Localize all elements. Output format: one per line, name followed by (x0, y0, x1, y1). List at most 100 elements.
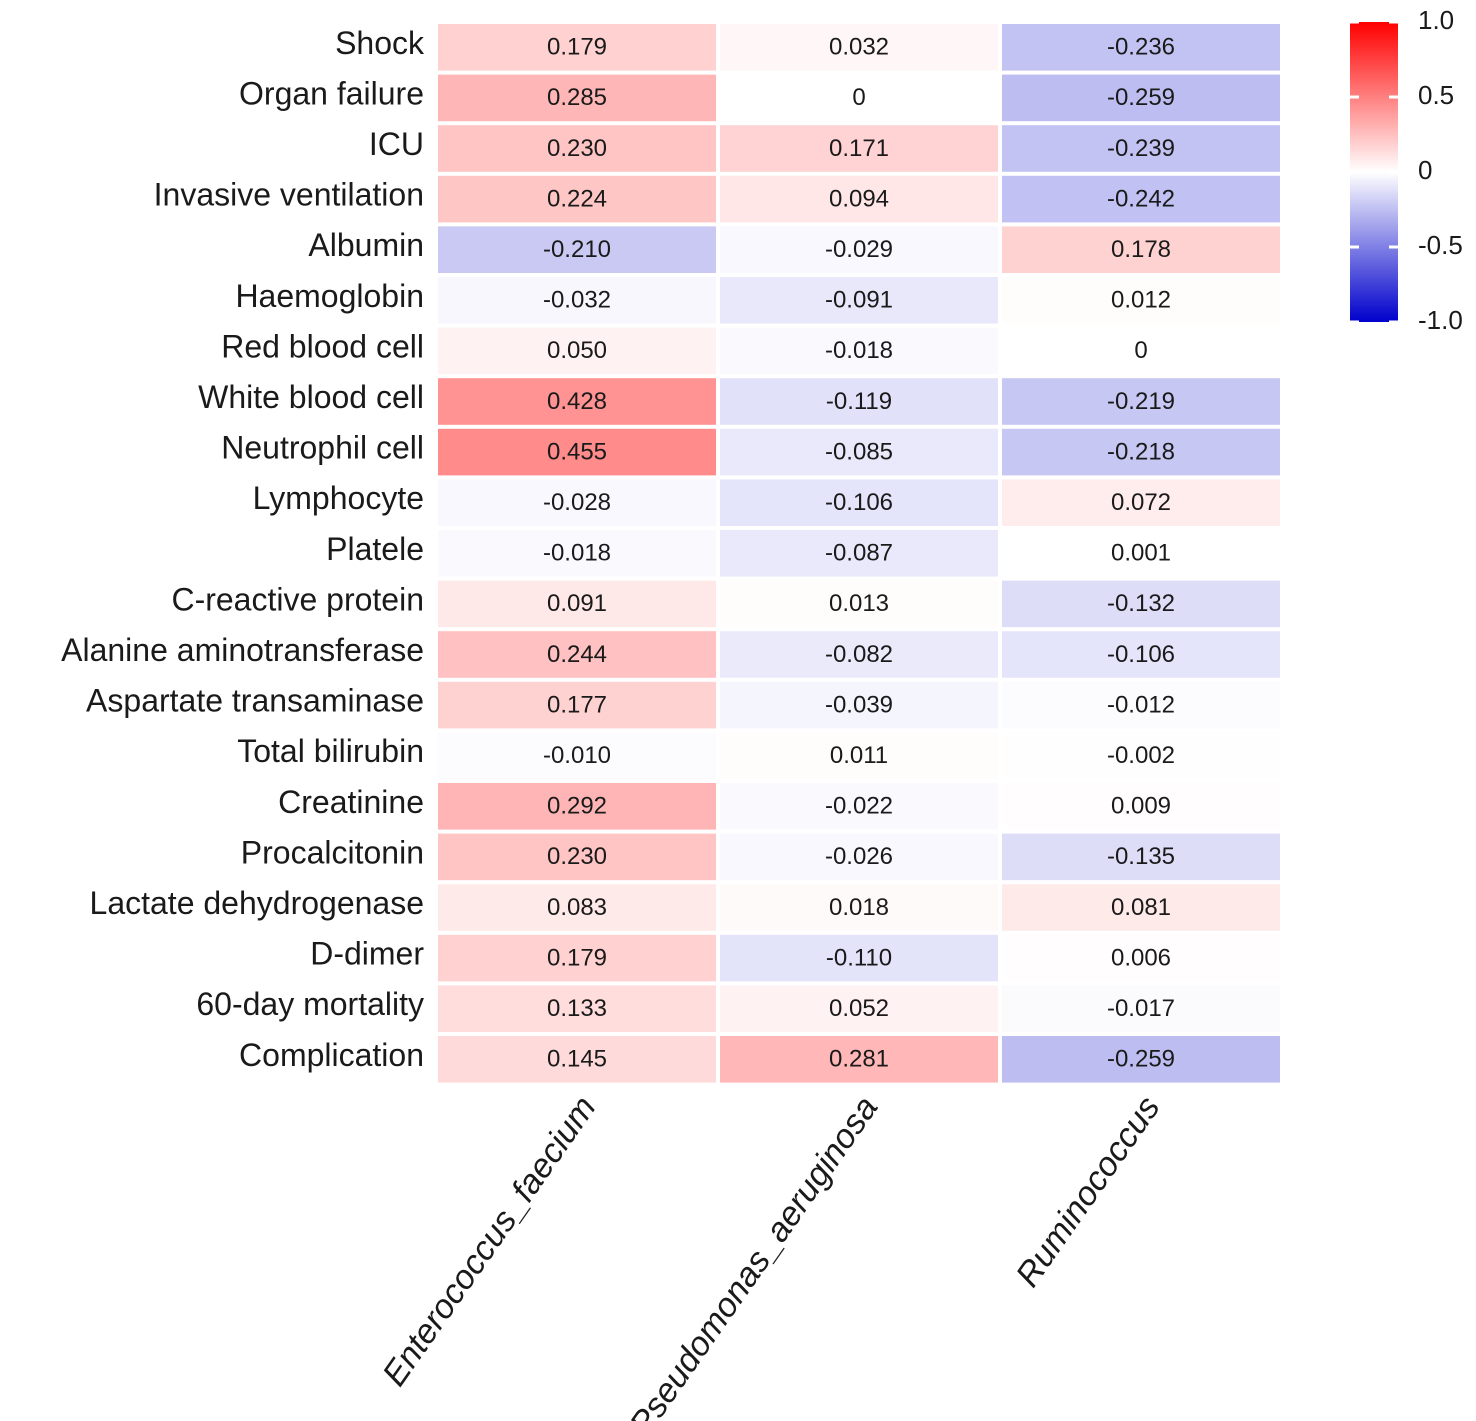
row-labels: Shock Organ failure ICU Invasive ventilatio… (61, 25, 425, 1073)
row-label: Creatinine (278, 784, 424, 820)
heatmap-cell (720, 985, 998, 1032)
cell-value-label: -0.028 (543, 489, 611, 516)
heatmap-cell (720, 277, 998, 324)
heatmap-cell (438, 631, 716, 678)
cell-value-label: 0.145 (547, 1046, 607, 1073)
heatmap-cell (1002, 1036, 1280, 1083)
heatmap-cell (1002, 479, 1280, 526)
heatmap-cell (720, 1036, 998, 1083)
heatmap-cell (720, 530, 998, 577)
row-label: Albumin (308, 227, 424, 263)
cell-value-label: -0.218 (1107, 438, 1175, 465)
heatmap-cell (1002, 884, 1280, 931)
heatmap-cell (1002, 783, 1280, 830)
heatmap-cell (720, 732, 998, 779)
cell-value-label: -0.132 (1107, 590, 1175, 617)
cell-value-label: -0.018 (825, 337, 893, 364)
row-label: Haemoglobin (235, 278, 424, 314)
cell-value-label: 0.179 (547, 34, 607, 61)
row-label: Neutrophil cell (221, 430, 424, 466)
cell-value-label: -0.242 (1107, 185, 1175, 212)
row-label: Complication (239, 1037, 424, 1073)
heatmap-cell (720, 681, 998, 729)
heatmap-cell (438, 24, 716, 71)
cell-value-label: 0.292 (547, 793, 607, 820)
cell-value-label: -0.029 (825, 236, 893, 263)
row-label: Organ failure (239, 75, 424, 111)
cell-value-label: -0.012 (1107, 691, 1175, 718)
cell-value-label: 0.091 (547, 590, 607, 617)
cell-value-label: 0.081 (1111, 894, 1171, 921)
cell-value-label: 0 (1134, 337, 1147, 364)
heatmap-cell (438, 74, 716, 122)
cell-value-label: -0.010 (543, 742, 611, 769)
legend-tick-label: -1.0 (1418, 305, 1463, 335)
column-label: Ruminococcus (1009, 1089, 1168, 1293)
heatmap-cell (438, 732, 716, 779)
cell-value-label: -0.219 (1107, 388, 1175, 415)
cell-value-label: 0.009 (1111, 793, 1171, 820)
heatmap-cell (1002, 530, 1280, 577)
cell-value-label: 0.012 (1111, 287, 1171, 314)
cell-value-label: -0.210 (543, 236, 611, 263)
heatmap-cell (720, 24, 998, 71)
row-label: D-dimer (310, 936, 424, 972)
heatmap-cell (1002, 732, 1280, 779)
cell-value-label: 0.281 (829, 1046, 889, 1073)
cell-value-label: -0.032 (543, 287, 611, 314)
row-label: Aspartate transaminase (86, 683, 424, 719)
cell-value-label: -0.017 (1107, 995, 1175, 1022)
heatmap-cell (438, 479, 716, 526)
column-label: Enterococcus_faecium (375, 1089, 603, 1393)
column-label: Pseudomonas_aeruginosa (622, 1089, 885, 1421)
cell-value-label: 0.050 (547, 337, 607, 364)
heatmap-cell (438, 530, 716, 577)
row-label: Total bilirubin (237, 733, 424, 769)
legend-tick-label: 0.5 (1418, 80, 1454, 110)
legend-tick-label: -0.5 (1418, 230, 1463, 260)
heatmap-cell (720, 378, 998, 425)
cell-value-label: 0.072 (1111, 489, 1171, 516)
heatmap-cell (720, 833, 998, 881)
heatmap-cell (720, 631, 998, 678)
heatmap-cell (1002, 226, 1280, 273)
cell-value-label: 0.133 (547, 995, 607, 1022)
heatmap-cell (720, 884, 998, 931)
heatmap-cell (720, 125, 998, 172)
cell-value-label: -0.082 (825, 641, 893, 668)
cell-value-label: -0.091 (825, 287, 893, 314)
heatmap-cell (438, 428, 716, 476)
heatmap-cell (438, 1036, 716, 1083)
heatmap-cell (1002, 985, 1280, 1032)
heatmap-cell (438, 833, 716, 881)
row-label: Invasive ventilation (154, 177, 424, 213)
heatmap-cell (438, 327, 716, 375)
heatmap-cell (1002, 175, 1280, 223)
cell-value-label: 0.428 (547, 388, 607, 415)
heatmap-cell (438, 226, 716, 273)
cell-value-label: -0.085 (825, 438, 893, 465)
cell-value-label: 0.013 (829, 590, 889, 617)
cell-value-label: -0.106 (1107, 641, 1175, 668)
row-label: ICU (369, 126, 424, 162)
heatmap-cell (720, 74, 998, 122)
cell-value-label: -0.022 (825, 793, 893, 820)
cell-value-label: 0.178 (1111, 236, 1171, 263)
row-label: C-reactive protein (171, 581, 424, 617)
heatmap-cell (438, 985, 716, 1032)
heatmap-cell (1002, 934, 1280, 982)
cell-value-label: 0.006 (1111, 944, 1171, 971)
heatmap-cell (438, 934, 716, 982)
cell-value-label: 0.083 (547, 894, 607, 921)
heatmap-cell (720, 175, 998, 223)
cell-value-label: -0.106 (825, 489, 893, 516)
cell-value-label: -0.239 (1107, 135, 1175, 162)
cell-value-label: 0.244 (547, 641, 607, 668)
legend-tick-label: 1.0 (1418, 5, 1454, 35)
heatmap-cell (720, 479, 998, 526)
heatmap-cell (1002, 125, 1280, 172)
heatmap-cell (438, 580, 716, 628)
cell-value-label: -0.026 (825, 843, 893, 870)
cell-value-label: 0.179 (547, 944, 607, 971)
cell-value-label: -0.039 (825, 691, 893, 718)
